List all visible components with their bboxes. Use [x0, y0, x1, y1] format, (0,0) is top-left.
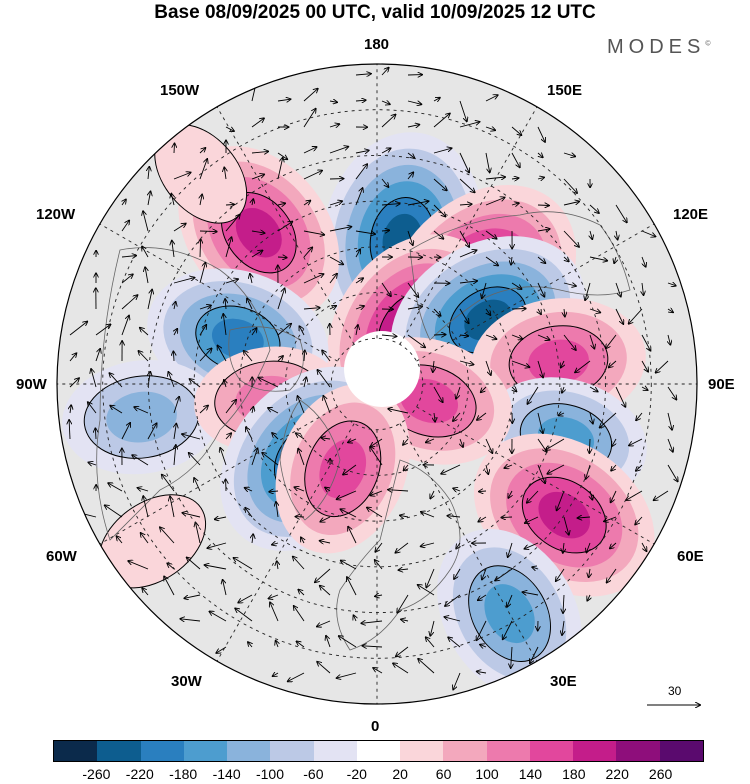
wind-arrow: [173, 351, 174, 361]
colorbar-swatch: [97, 741, 140, 761]
colorbar-swatch: [141, 741, 184, 761]
lon-label-30w: 30W: [171, 673, 202, 690]
wind-arrow: [589, 439, 590, 453]
colorbar-tick-label: 140: [519, 766, 542, 782]
colorbar-swatch: [660, 741, 703, 761]
lon-label-30e: 30E: [550, 673, 577, 690]
lon-label-180: 180: [364, 36, 389, 53]
colorbar-tick-label: 20: [392, 766, 408, 782]
colorbar-tick-label: 220: [606, 766, 629, 782]
colorbar-swatch: [400, 741, 443, 761]
wind-arrow: [95, 428, 96, 439]
colorbar-tick-label: -140: [213, 766, 241, 782]
wind-arrow: [174, 143, 175, 153]
colorbar-swatch: [573, 741, 616, 761]
colorbar-swatch: [184, 741, 227, 761]
wind-arrow: [538, 205, 549, 206]
colorbar-tick-label: -20: [347, 766, 367, 782]
colorbar-tick-label: -60: [303, 766, 323, 782]
colorbar: [53, 740, 704, 762]
colorbar-tick-label: -100: [256, 766, 284, 782]
wind-arrow: [434, 335, 446, 336]
colorbar-tick-label: -180: [169, 766, 197, 782]
lon-label-120e: 120E: [673, 206, 708, 223]
colorbar-tick-label: 180: [562, 766, 585, 782]
lon-label-150w: 150W: [160, 82, 199, 99]
wind-arrow: [200, 239, 201, 257]
colorbar-tick-label: 100: [475, 766, 498, 782]
colorbar-swatch: [487, 741, 530, 761]
colorbar-tick-label: 60: [436, 766, 452, 782]
lon-label-90w: 90W: [16, 376, 47, 393]
colorbar-swatch: [54, 741, 97, 761]
lon-label-60w: 60W: [46, 548, 77, 565]
colorbar-swatch: [270, 741, 313, 761]
colorbar-swatch: [227, 741, 270, 761]
wind-arrow: [512, 309, 526, 310]
colorbar-swatch: [530, 741, 573, 761]
colorbar-swatch: [357, 741, 400, 761]
wind-arrow: [479, 491, 486, 492]
colorbar-swatch: [443, 741, 486, 761]
colorbar-swatch: [616, 741, 659, 761]
colorbar-tick-label: -220: [126, 766, 154, 782]
wind-arrow: [226, 205, 234, 206]
lon-label-90e: 90E: [708, 376, 735, 393]
wind-arrow: [200, 231, 217, 232]
lon-label-150e: 150E: [547, 82, 582, 99]
lon-label-60e: 60E: [677, 548, 704, 565]
colorbar-tick-label: -260: [82, 766, 110, 782]
colorbar-swatch: [314, 741, 357, 761]
wind-scale-label: 30: [668, 684, 681, 698]
colorbar-tick-label: 260: [649, 766, 672, 782]
north-pole-area: [344, 331, 420, 407]
lon-label-0: 0: [371, 718, 379, 735]
wind-arrow: [278, 257, 287, 258]
colorbar-tick-labels: -260 -220 -180 -140 -100 -60 -20 20 60 100 140 180 2…: [0, 766, 750, 784]
lon-label-120w: 120W: [36, 206, 75, 223]
